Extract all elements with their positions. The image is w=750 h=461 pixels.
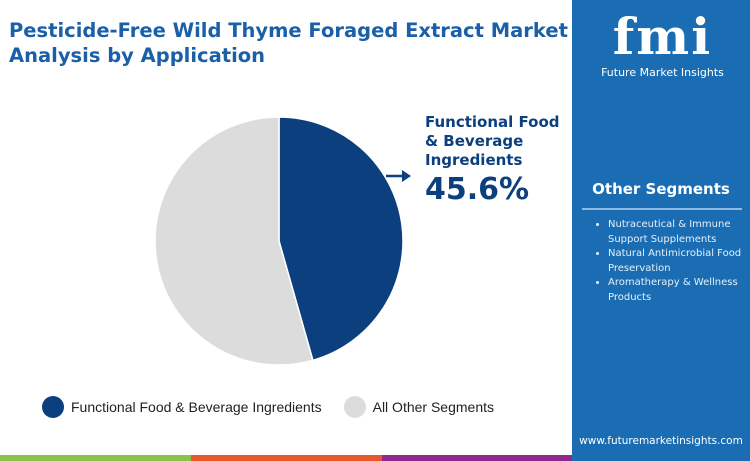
other-segments-heading: Other Segments <box>592 180 730 198</box>
callout-value: 45.6% <box>425 172 530 207</box>
other-segments-list: Nutraceutical & Immune Support Supplemen… <box>582 218 748 305</box>
legend-label: Functional Food & Beverage Ingredients <box>71 399 322 415</box>
legend-swatch <box>343 396 366 418</box>
footer-bar-green <box>0 455 191 461</box>
callout-line: Functional Food <box>425 113 560 131</box>
legend-item: Functional Food & Beverage Ingredients <box>42 396 322 418</box>
legend-label: All Other Segments <box>372 399 494 415</box>
callout-line: & Beverage <box>425 132 524 150</box>
footer-bar-orange <box>191 455 382 461</box>
legend: Functional Food & Beverage Ingredients A… <box>42 396 516 418</box>
callout: Functional Food & Beverage Ingredients 4… <box>425 113 560 208</box>
list-item: Natural Antimicrobial Food Preservation <box>608 247 748 276</box>
legend-swatch <box>42 396 64 418</box>
sidebar: fmi Future Market Insights Other Segment… <box>572 0 750 461</box>
callout-line: Ingredients <box>425 151 523 169</box>
logo-mark: fmi <box>612 7 713 66</box>
footer-bar-purple <box>382 455 572 461</box>
fmi-logo: fmi Future Market Insights <box>600 7 725 80</box>
page-title: Pesticide-Free Wild Thyme Foraged Extrac… <box>9 19 568 67</box>
list-item: Aromatherapy & Wellness Products <box>608 276 748 305</box>
legend-item: All Other Segments <box>343 396 494 418</box>
pie-chart <box>154 116 411 366</box>
website-url: www.futuremarketinsights.com <box>579 435 743 447</box>
pie-slice-functional-food <box>278 116 404 362</box>
logo-subtitle: Future Market Insights <box>601 66 724 79</box>
pie-slice-other-segments <box>154 116 314 366</box>
divider <box>582 208 742 210</box>
callout-arrow-icon <box>402 170 411 182</box>
list-item: Nutraceutical & Immune Support Supplemen… <box>608 218 748 247</box>
